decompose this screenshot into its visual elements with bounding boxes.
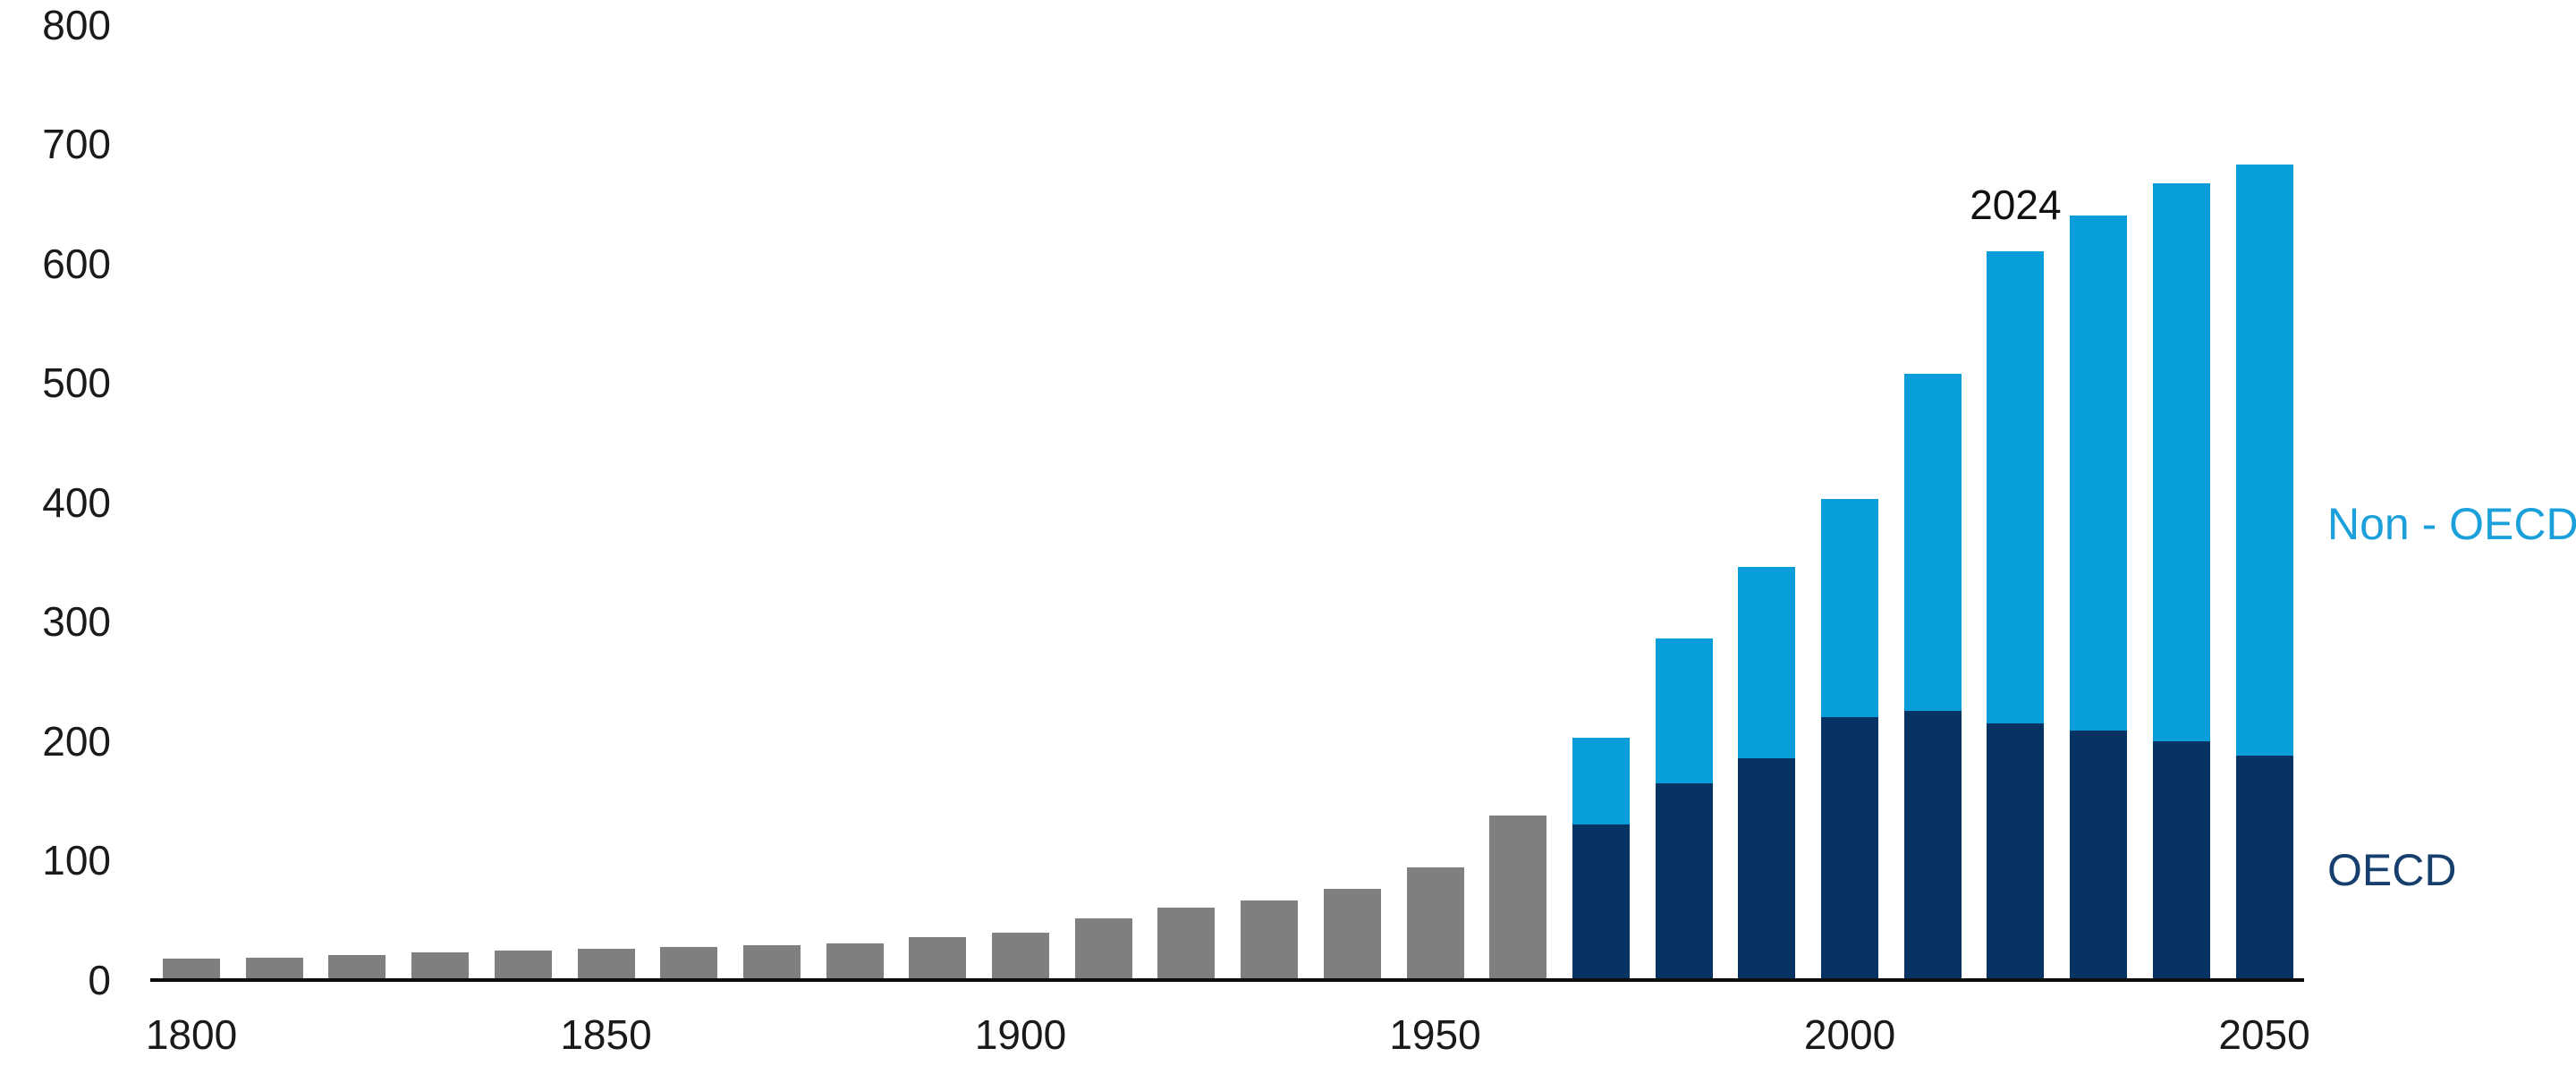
- bar-1980-non_oecd: [1655, 638, 1713, 783]
- x-tick-label-2000: 2000: [1803, 1011, 1896, 1058]
- y-tick-label-700: 700: [42, 121, 111, 168]
- bar-2040-oecd: [2152, 740, 2210, 980]
- bar-1940-gray: [1323, 889, 1381, 980]
- bar-1960-gray: [1489, 815, 1547, 980]
- x-tick-label-1850: 1850: [560, 1011, 652, 1058]
- bar-1900-gray: [992, 932, 1049, 980]
- bar-1970-oecd: [1572, 824, 1630, 980]
- bar-1980-oecd: [1655, 782, 1713, 980]
- bar-2030-non_oecd: [2070, 216, 2128, 731]
- annotation-2024: 2024: [1970, 182, 2062, 229]
- bar-1990-non_oecd: [1738, 566, 1796, 758]
- bar-1860-gray: [660, 946, 718, 980]
- bar-1870-gray: [742, 945, 801, 980]
- x-axis-line: [150, 978, 2304, 982]
- x-tick-label-1800: 1800: [145, 1011, 238, 1058]
- bar-1840-gray: [494, 950, 552, 980]
- bar-2024-oecd: [1987, 723, 2045, 980]
- bar-1800-gray: [163, 958, 220, 980]
- bar-1890-gray: [909, 936, 967, 980]
- bar-1820-gray: [328, 954, 386, 980]
- bar-1920-gray: [1157, 907, 1216, 980]
- bar-1990-oecd: [1738, 757, 1796, 980]
- bar-1850-gray: [577, 949, 635, 980]
- legend-label-non-oecd: Non - OECD: [2327, 499, 2576, 549]
- bar-2024-non_oecd: [1987, 251, 2045, 723]
- x-tick-label-1900: 1900: [974, 1011, 1067, 1058]
- bar-1970-non_oecd: [1572, 737, 1630, 825]
- y-tick-label-300: 300: [42, 598, 111, 646]
- bar-2000-oecd: [1821, 717, 1878, 980]
- bar-2010-oecd: [1903, 711, 1962, 980]
- y-tick-label-600: 600: [42, 240, 111, 287]
- bar-2010-non_oecd: [1903, 373, 1962, 712]
- y-tick-label-100: 100: [42, 837, 111, 884]
- legend-label-oecd: OECD: [2327, 845, 2457, 895]
- bar-2050-non_oecd: [2235, 164, 2293, 756]
- bar-2000-non_oecd: [1821, 498, 1878, 718]
- y-tick-label-0: 0: [88, 957, 111, 1003]
- y-tick-label-500: 500: [42, 359, 111, 407]
- bar-1830-gray: [411, 952, 470, 980]
- x-tick-label-2050: 2050: [2218, 1011, 2310, 1058]
- bar-1810-gray: [245, 957, 303, 980]
- bar-1880-gray: [826, 943, 884, 980]
- y-tick-label-800: 800: [42, 1, 111, 48]
- bar-1910-gray: [1074, 917, 1132, 980]
- y-tick-label-400: 400: [42, 478, 111, 526]
- bar-2030-oecd: [2070, 730, 2128, 980]
- x-tick-label-1950: 1950: [1389, 1011, 1481, 1058]
- bar-2040-non_oecd: [2152, 183, 2210, 741]
- bar-1930-gray: [1241, 900, 1299, 980]
- bar-1950-gray: [1406, 867, 1464, 980]
- y-tick-label-200: 200: [42, 717, 111, 765]
- bar-2050-oecd: [2235, 755, 2293, 980]
